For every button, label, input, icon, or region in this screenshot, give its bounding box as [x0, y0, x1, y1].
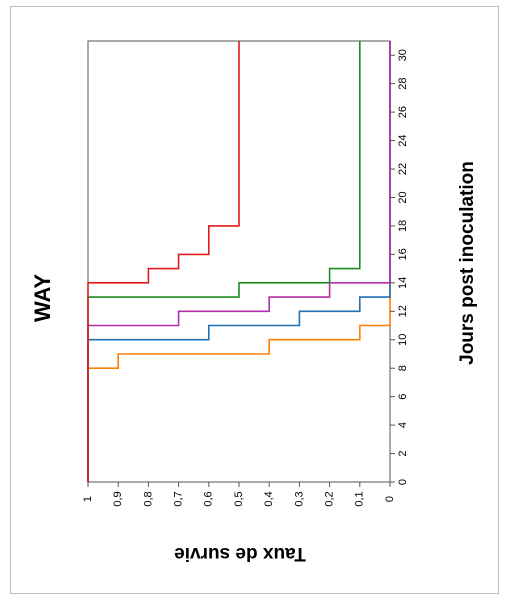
y-tick-label: 0,2 — [324, 491, 336, 506]
x-tick-label: 8 — [397, 365, 409, 371]
x-tick-label: 4 — [397, 422, 409, 428]
y-tick-label: 0,9 — [112, 491, 124, 506]
x-tick-label: 20 — [397, 191, 409, 203]
chart-frame: 0 2 4 6 8 10 12 14 16 18 20 22 24 26 28 30 0 0,1 0,2 0,3 0,4… — [10, 6, 499, 594]
x-axis-title: Jours post inoculation — [457, 161, 478, 365]
x-tick-label: 0 — [397, 479, 409, 485]
survival-curve-4 — [87, 41, 361, 482]
x-tick-label: 24 — [397, 134, 409, 146]
survival-curve-2 — [87, 41, 391, 482]
x-tick-label: 12 — [397, 305, 409, 317]
x-tick-label: 16 — [397, 248, 409, 260]
x-tick-label: 22 — [397, 163, 409, 175]
x-tick-label: 2 — [397, 450, 409, 456]
survival-curve-1 — [87, 41, 391, 482]
series-layer — [87, 41, 391, 482]
y-tick-label: 0 — [384, 496, 396, 502]
survival-curve-5 — [87, 41, 240, 482]
x-tick-label: 18 — [397, 220, 409, 232]
x-tick-label: 28 — [397, 78, 409, 90]
y-tick-label: 0,4 — [263, 491, 275, 506]
x-tick-label: 10 — [397, 334, 409, 346]
y-tick-label: 0,7 — [173, 491, 185, 506]
survival-curve-3 — [87, 41, 391, 482]
x-tick-label: 14 — [397, 277, 409, 289]
y-tick-label: 0,1 — [354, 491, 366, 506]
x-tick-label: 30 — [397, 49, 409, 61]
y-tick-label: 0,6 — [203, 491, 215, 506]
x-tick-label: 6 — [397, 394, 409, 400]
y-tick-label: 0,5 — [233, 491, 245, 506]
chart-title: WAY — [30, 274, 55, 322]
y-tick-label: 1 — [82, 496, 94, 502]
axis-layer: 02468101214161820222426283000,10,20,30,4… — [82, 49, 409, 507]
y-tick-label: 0,3 — [293, 491, 305, 506]
y-tick-label: 0,8 — [142, 491, 154, 506]
survival-chart: 02468101214161820222426283000,10,20,30,4… — [30, 40, 478, 564]
y-axis-title: Taux de survie — [174, 543, 306, 564]
x-tick-label: 26 — [397, 106, 409, 118]
